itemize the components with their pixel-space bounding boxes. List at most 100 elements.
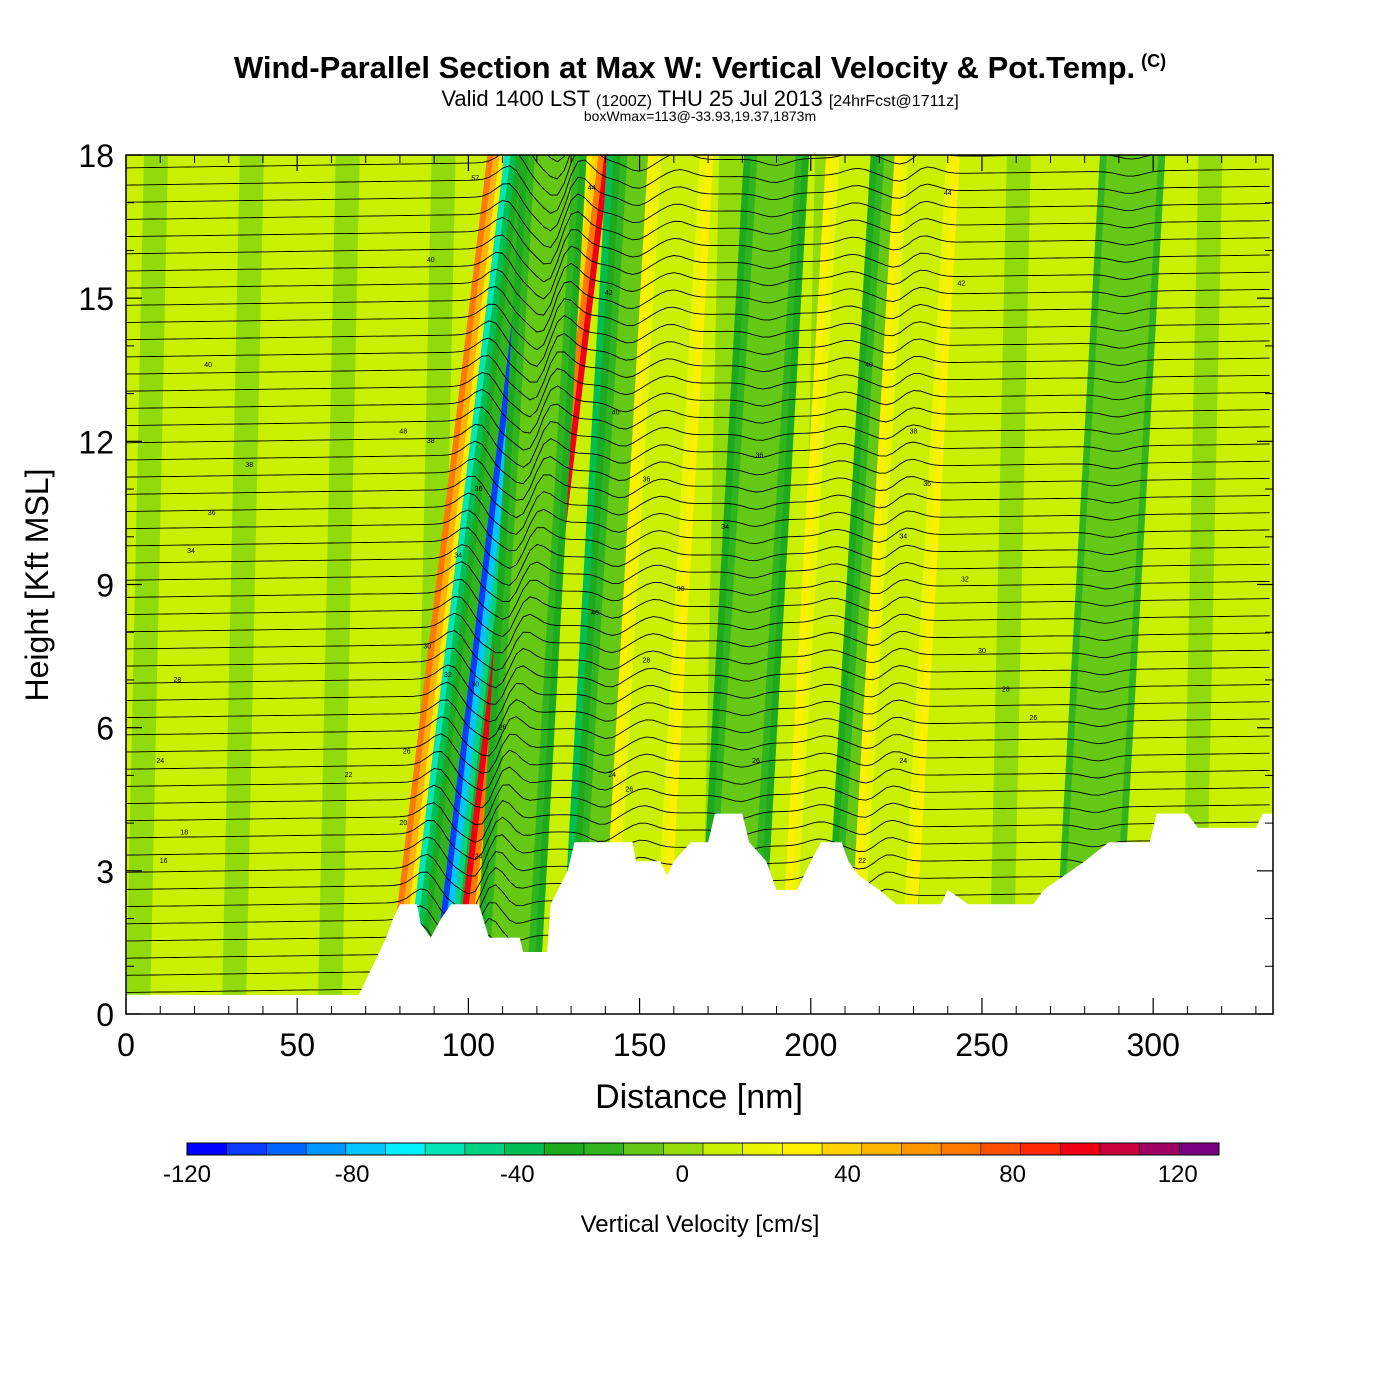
theta-contour-label: 38 [910,429,918,436]
shade-band-updraft-5 [866,155,940,1014]
shade-stripe [557,155,600,1014]
y-tick-label: 9 [96,568,114,604]
y-tick-label: 18 [78,138,114,174]
shade-stripe [1228,155,1271,1014]
theta-contour-label: 48 [399,429,407,436]
theta-contour-label: 34 [454,553,462,560]
colorbar-swatch [544,1143,585,1155]
theta-contour-line [126,474,1270,519]
chart-title: Wind-Parallel Section at Max W: Vertical… [0,50,1400,86]
theta-contour-line [126,438,1270,485]
shade-stripe [1180,155,1223,1014]
colorbar-swatch [980,1143,1022,1155]
theta-contour-line [126,800,1270,843]
shade-band-downdraft-4 [579,155,652,1014]
theta-contour-line [126,245,1270,300]
colorbar-swatch [1179,1143,1220,1155]
theta-contour-line [126,367,1270,418]
x-tick-label: 300 [1126,1027,1179,1063]
x-axis-label: Distance [nm] [595,1078,803,1116]
theta-contour-line [547,155,566,163]
theta-contour-label: 32 [961,577,969,584]
theta-contour-label: 26 [499,725,507,732]
theta-contour-label: 24 [475,853,483,860]
colorbar-swatch [187,1143,228,1155]
y-tick-label: 12 [78,424,114,460]
theta-contour-label: 40 [591,610,599,617]
theta-contour-line [126,612,1270,654]
theta-contour-label: 30 [423,643,431,650]
theta-contour-label: 26 [403,748,411,755]
theta-contours [126,155,1270,1014]
theta-contour-label: 16 [160,858,168,865]
colorbar-swatch [306,1143,347,1155]
theta-contour-line [126,784,1270,825]
theta-contour-label: 40 [612,410,620,417]
colorbar-swatch [742,1143,783,1155]
shade-stripe [173,155,216,1014]
theta-contour-line [126,262,1270,316]
colorbar-swatch [861,1143,902,1155]
shade-stripe [269,155,312,1014]
theta-contour-line [126,281,1270,333]
shade-stripe [221,155,264,1014]
chart-subtitle: Valid 1400 LST (1200Z) THU 25 Jul 2013 [… [0,86,1400,112]
box-max-info: boxWmax=113@-33.93,19.37,1873m [583,108,817,124]
colorbar-swatch [1099,1143,1141,1155]
theta-contour-label: 28 [173,677,181,684]
theta-contour-label: 40 [204,362,212,369]
theta-contour-label: 36 [208,510,216,517]
shade-stripe [365,155,408,1014]
shade-stripe [126,155,168,1014]
theta-contour-label: 34 [721,524,729,531]
colorbar-swatch [504,1143,545,1155]
theta-contour-line [126,733,1270,774]
shade-band-updraft-3 [620,155,693,1014]
y-tick-label: 15 [78,281,114,317]
colorbar-swatch [583,1143,625,1155]
theta-contour-label: 34 [899,534,907,541]
theta-contour-line [126,664,1270,705]
theta-contour-label: 18 [180,829,188,836]
plot-area: 16 18 24 28 34 36 38 40 22 20 26 30 32 48 38 40 57 36 34 30… [126,155,1273,1014]
theta-contour-label: 20 [399,820,407,827]
x-tick-label: 200 [784,1027,837,1063]
shade-stripe [317,155,360,1014]
x-tick-label: 250 [955,1027,1008,1063]
valid-time: Valid 1400 LST [441,86,590,111]
theta-contour-line [126,508,1270,552]
theta-contour-label: 36 [643,476,651,483]
colorbar-swatch [345,1143,386,1155]
theta-contour-label: 38 [427,438,435,445]
theta-contour-line [126,630,1270,672]
shade-band-downdraft-5 [716,155,789,1014]
theta-contour-label: 30 [471,682,479,689]
x-tick-label: 50 [279,1027,315,1063]
theta-contour-line [126,210,1270,265]
colorbar-tick-label: 120 [1158,1161,1198,1188]
copyright-mark: (C) [1141,50,1167,71]
colorbar-swatch [782,1143,823,1155]
theta-contour-label: 44 [944,190,952,197]
colorbar-swatch [1060,1143,1101,1155]
theta-contour-label: 24 [156,758,164,765]
colorbar [186,1142,1220,1156]
theta-contour-label: 22 [858,858,866,865]
shade-stripe [988,155,1031,1014]
colorbar-tick-label: -40 [500,1161,535,1188]
theta-contour-line [126,544,1270,586]
shade-stripe [1132,155,1175,1014]
theta-contour-line [126,315,1270,367]
colorbar-swatch [425,1143,466,1155]
colorbar-swatch [822,1143,863,1155]
colorbar-swatch [623,1143,664,1155]
theta-contour-line [126,698,1270,740]
y-tick-label: 6 [96,711,114,747]
valid-utc: (1200Z) [595,93,652,110]
theta-contour-line [126,491,1270,535]
theta-contour-label: 30 [677,586,685,593]
theta-contour-line [126,716,1270,757]
shade-stripe [940,155,983,1014]
theta-contour-line [126,176,1270,232]
theta-contour-line [126,159,1270,214]
